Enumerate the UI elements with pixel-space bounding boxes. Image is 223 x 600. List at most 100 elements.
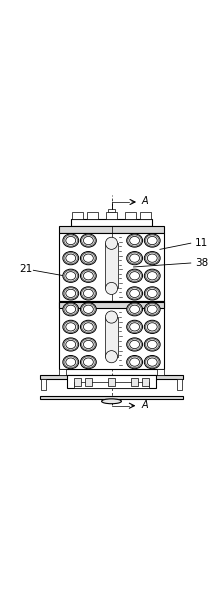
Bar bbox=[177, 379, 182, 390]
Bar bbox=[157, 370, 164, 376]
Ellipse shape bbox=[66, 289, 76, 298]
Ellipse shape bbox=[144, 287, 160, 300]
Ellipse shape bbox=[130, 254, 140, 262]
Ellipse shape bbox=[81, 234, 96, 247]
Ellipse shape bbox=[130, 358, 140, 366]
Ellipse shape bbox=[144, 251, 160, 265]
Ellipse shape bbox=[127, 338, 142, 351]
Bar bbox=[59, 226, 164, 233]
Ellipse shape bbox=[66, 236, 76, 245]
Bar bbox=[105, 243, 118, 289]
Ellipse shape bbox=[127, 251, 142, 265]
Ellipse shape bbox=[127, 287, 142, 300]
Ellipse shape bbox=[63, 320, 79, 334]
Text: 38: 38 bbox=[195, 257, 209, 268]
Ellipse shape bbox=[147, 305, 157, 313]
Ellipse shape bbox=[105, 350, 118, 363]
Bar bbox=[74, 377, 81, 386]
Ellipse shape bbox=[144, 269, 160, 283]
Ellipse shape bbox=[105, 237, 118, 250]
Text: A: A bbox=[141, 400, 148, 410]
Ellipse shape bbox=[147, 358, 157, 366]
Bar bbox=[140, 212, 151, 218]
Bar bbox=[74, 382, 149, 388]
Text: 11: 11 bbox=[195, 238, 209, 248]
Bar bbox=[67, 376, 156, 388]
Bar bbox=[131, 377, 138, 386]
Ellipse shape bbox=[66, 358, 76, 366]
Ellipse shape bbox=[147, 236, 157, 245]
Ellipse shape bbox=[66, 254, 76, 262]
Bar bbox=[59, 301, 164, 302]
Ellipse shape bbox=[83, 254, 93, 262]
Bar bbox=[59, 233, 164, 301]
Ellipse shape bbox=[63, 234, 79, 247]
Ellipse shape bbox=[130, 272, 140, 280]
Ellipse shape bbox=[147, 289, 157, 298]
Bar bbox=[59, 302, 164, 370]
Ellipse shape bbox=[127, 302, 142, 316]
Ellipse shape bbox=[83, 340, 93, 349]
Ellipse shape bbox=[81, 269, 96, 283]
Ellipse shape bbox=[147, 323, 157, 331]
Ellipse shape bbox=[144, 355, 160, 369]
Ellipse shape bbox=[66, 323, 76, 331]
Ellipse shape bbox=[63, 251, 79, 265]
Ellipse shape bbox=[127, 269, 142, 283]
Bar bbox=[72, 212, 83, 218]
Ellipse shape bbox=[127, 234, 142, 247]
Ellipse shape bbox=[81, 302, 96, 316]
Ellipse shape bbox=[144, 302, 160, 316]
Ellipse shape bbox=[130, 305, 140, 313]
Ellipse shape bbox=[83, 305, 93, 313]
Bar bbox=[41, 379, 46, 390]
Ellipse shape bbox=[130, 289, 140, 298]
Ellipse shape bbox=[105, 311, 118, 323]
Ellipse shape bbox=[63, 355, 79, 369]
Ellipse shape bbox=[147, 272, 157, 280]
Ellipse shape bbox=[147, 340, 157, 349]
Bar bbox=[108, 209, 115, 212]
Ellipse shape bbox=[130, 340, 140, 349]
Bar bbox=[125, 212, 136, 218]
Bar bbox=[105, 317, 118, 357]
Ellipse shape bbox=[63, 269, 79, 283]
Ellipse shape bbox=[127, 355, 142, 369]
Ellipse shape bbox=[66, 305, 76, 313]
Ellipse shape bbox=[81, 355, 96, 369]
Ellipse shape bbox=[66, 272, 76, 280]
Ellipse shape bbox=[147, 254, 157, 262]
Ellipse shape bbox=[102, 399, 121, 404]
Ellipse shape bbox=[144, 320, 160, 334]
Ellipse shape bbox=[63, 302, 79, 316]
Ellipse shape bbox=[81, 251, 96, 265]
Ellipse shape bbox=[81, 287, 96, 300]
Ellipse shape bbox=[105, 283, 118, 295]
Text: 21: 21 bbox=[19, 264, 32, 274]
Bar bbox=[142, 377, 149, 386]
Bar bbox=[40, 395, 183, 398]
Ellipse shape bbox=[130, 236, 140, 245]
Bar bbox=[59, 302, 164, 308]
Ellipse shape bbox=[81, 320, 96, 334]
Ellipse shape bbox=[63, 287, 79, 300]
Bar bbox=[71, 218, 152, 226]
Ellipse shape bbox=[83, 323, 93, 331]
Ellipse shape bbox=[127, 320, 142, 334]
Ellipse shape bbox=[83, 272, 93, 280]
Ellipse shape bbox=[83, 358, 93, 366]
Bar bbox=[108, 377, 115, 386]
Bar bbox=[85, 377, 92, 386]
Bar bbox=[59, 370, 66, 376]
Ellipse shape bbox=[144, 338, 160, 351]
Ellipse shape bbox=[144, 234, 160, 247]
Ellipse shape bbox=[130, 323, 140, 331]
Bar bbox=[40, 376, 183, 379]
Ellipse shape bbox=[63, 338, 79, 351]
Ellipse shape bbox=[83, 236, 93, 245]
Bar bbox=[87, 212, 98, 218]
Ellipse shape bbox=[83, 289, 93, 298]
Ellipse shape bbox=[66, 340, 76, 349]
Ellipse shape bbox=[81, 338, 96, 351]
Bar bbox=[106, 212, 117, 218]
